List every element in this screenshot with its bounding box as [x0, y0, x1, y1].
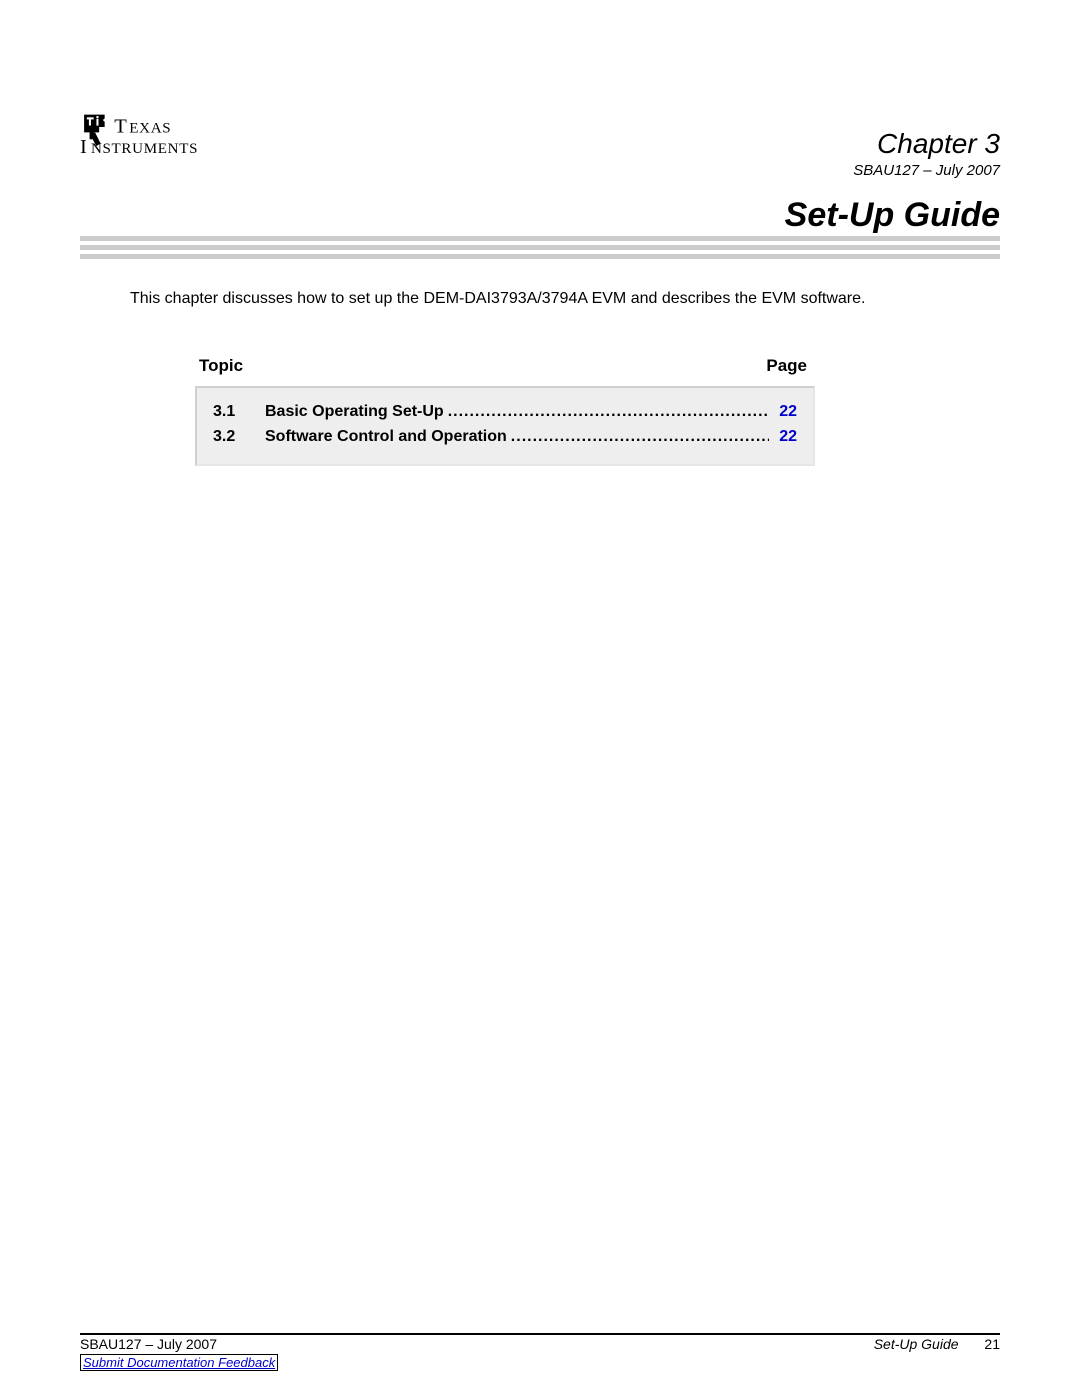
- divider-bar: [80, 236, 1000, 241]
- ti-logo-icon: T EXAS I NSTRUMENTS: [80, 110, 258, 174]
- ti-logo: T EXAS I NSTRUMENTS: [80, 110, 260, 179]
- header-divider-bars: [80, 236, 1000, 263]
- footer-right: Set-Up Guide 21: [874, 1336, 1000, 1352]
- toc-header-row: Topic Page: [195, 350, 815, 386]
- toc-entry-number: 3.2: [213, 425, 265, 450]
- doc-id: SBAU127 – July 2007: [853, 162, 1000, 179]
- toc-leader-dots: [448, 400, 769, 416]
- toc-box: 3.1 Basic Operating Set-Up 22 3.2 Softwa…: [195, 386, 815, 466]
- toc-entry-title: Software Control and Operation: [265, 425, 507, 450]
- document-page: T EXAS I NSTRUMENTS Chapter 3 SBAU127 – …: [0, 0, 1080, 1397]
- chapter-label: Chapter 3: [853, 128, 1000, 160]
- footer-chapter-title: Set-Up Guide: [874, 1336, 959, 1352]
- svg-text:T: T: [114, 115, 127, 137]
- footer-page-number: 21: [984, 1336, 1000, 1352]
- toc-entry-page-link[interactable]: 22: [773, 425, 797, 450]
- footer-doc-id: SBAU127 – July 2007: [80, 1336, 278, 1352]
- toc-header-page: Page: [766, 356, 807, 376]
- toc-page-link[interactable]: 22: [779, 403, 797, 420]
- chapter-heading-block: Chapter 3 SBAU127 – July 2007: [853, 128, 1000, 179]
- toc-page-link[interactable]: 22: [779, 428, 797, 445]
- footer-rule: [80, 1333, 1000, 1335]
- toc-entry-number: 3.1: [213, 400, 265, 425]
- divider-bar: [80, 254, 1000, 259]
- toc-entry-title: Basic Operating Set-Up: [265, 400, 444, 425]
- toc-row: 3.1 Basic Operating Set-Up 22: [213, 400, 797, 425]
- svg-text:NSTRUMENTS: NSTRUMENTS: [91, 141, 198, 157]
- submit-feedback-link[interactable]: Submit Documentation Feedback: [80, 1354, 278, 1371]
- toc-leader-dots: [511, 425, 769, 441]
- svg-text:EXAS: EXAS: [129, 120, 171, 136]
- toc-entry-page-link[interactable]: 22: [773, 400, 797, 425]
- svg-text:I: I: [80, 136, 88, 158]
- page-footer: SBAU127 – July 2007 Submit Documentation…: [80, 1336, 1000, 1371]
- chapter-title: Set-Up Guide: [785, 196, 1000, 235]
- table-of-contents: Topic Page 3.1 Basic Operating Set-Up 22…: [195, 350, 815, 466]
- divider-bar: [80, 245, 1000, 250]
- intro-paragraph: This chapter discusses how to set up the…: [130, 290, 960, 308]
- footer-left: SBAU127 – July 2007 Submit Documentation…: [80, 1336, 278, 1371]
- toc-header-topic: Topic: [199, 356, 243, 376]
- toc-row: 3.2 Software Control and Operation 22: [213, 425, 797, 450]
